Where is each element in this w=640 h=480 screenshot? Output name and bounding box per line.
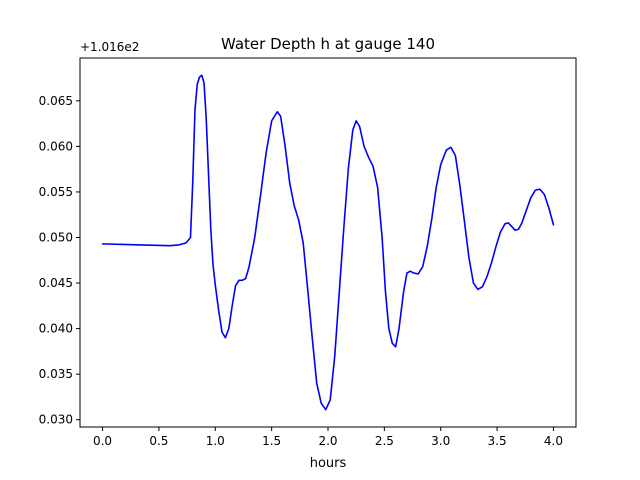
chart-title: Water Depth h at gauge 140 — [221, 35, 435, 53]
x-tick-label: 1.0 — [206, 434, 225, 448]
x-tick-label: 2.0 — [318, 434, 337, 448]
series-line-0 — [101, 74, 555, 411]
axes-frame — [79, 57, 577, 428]
y-tick-label: 0.040 — [39, 322, 73, 336]
y-tick-label: 0.045 — [39, 276, 73, 290]
y-tick-label: 0.035 — [39, 367, 73, 381]
x-tick-label: 1.5 — [262, 434, 281, 448]
x-axis-label: hours — [310, 456, 347, 471]
y-tick-label: 0.065 — [39, 94, 73, 108]
y-tick-label: 0.030 — [39, 413, 73, 427]
x-tick-label: 0.5 — [149, 434, 168, 448]
y-tick-label: 0.055 — [39, 185, 73, 199]
x-tick-label: 3.5 — [488, 434, 507, 448]
x-tick-label: 3.0 — [431, 434, 450, 448]
x-tick-label: 2.5 — [375, 434, 394, 448]
y-tick-label: 0.050 — [39, 230, 73, 244]
y-axis-offset-label: +1.016e2 — [80, 40, 139, 54]
x-tick-label: 0.0 — [93, 434, 112, 448]
y-tick-label: 0.060 — [39, 139, 73, 153]
x-tick-label: 4.0 — [544, 434, 563, 448]
plot-area: 0.0 0.5 1.0 1.5 2.0 2.5 3.0 3.5 4.0 0.030 0.035 0.0… — [39, 57, 577, 448]
